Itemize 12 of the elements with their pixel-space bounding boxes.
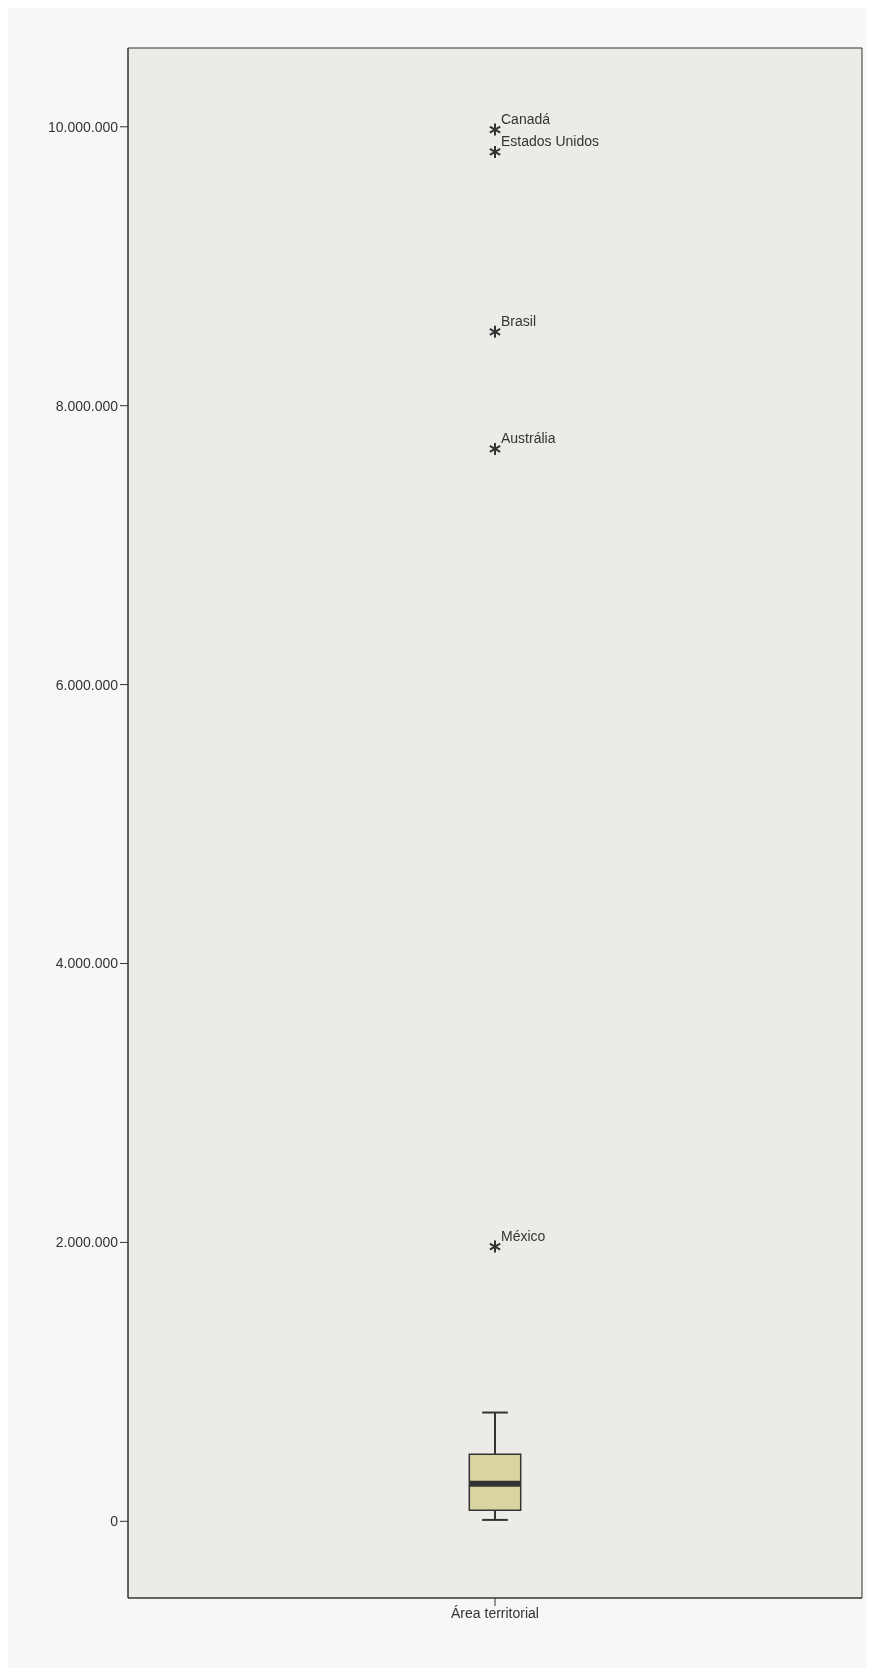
y-tick-label: 4.000.000 <box>55 955 119 972</box>
y-tick-label: 2.000.000 <box>55 1234 119 1251</box>
annotation: México <box>501 1227 546 1244</box>
y-tick-label: 10.000.000 <box>47 118 119 135</box>
x-tick-label: Área territorial <box>451 1604 539 1621</box>
annotation: Brasil <box>501 312 537 329</box>
annotation: Estados Unidos <box>501 132 600 149</box>
y-tick-label: 0 <box>110 1513 119 1530</box>
annotation: Canadá <box>501 110 551 127</box>
y-tick-label: 8.000.000 <box>55 397 119 414</box>
annotation: Austrália <box>501 429 556 446</box>
y-tick-label: 6.000.000 <box>55 676 119 693</box>
